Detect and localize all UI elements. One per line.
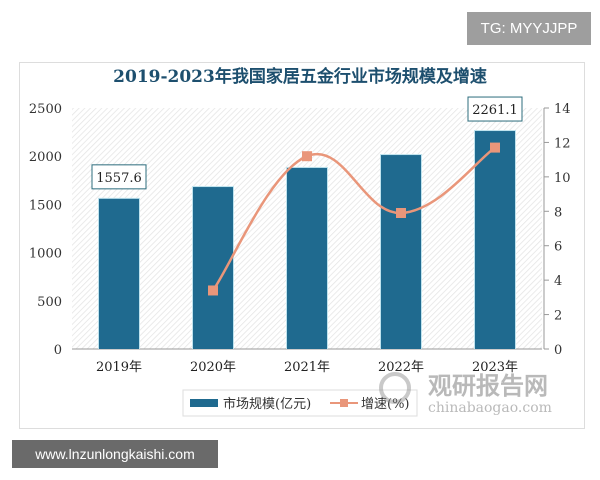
watermark-tg: TG: MYYJJPP [467, 12, 591, 45]
watermark-url: www.lnzunlongkaishi.com [12, 440, 218, 468]
left-tick-label: 2000 [29, 150, 62, 165]
left-tick-label: 1000 [29, 247, 62, 262]
logo-watermark: 观研报告网 chinabaogao.com [379, 371, 552, 416]
right-tick-label: 2 [554, 309, 562, 324]
growth-point [208, 285, 218, 296]
bar [287, 167, 327, 349]
data-label-box [91, 164, 147, 190]
right-tick-label: 4 [554, 274, 562, 289]
data-label: 1557.6 [96, 171, 142, 186]
legend-bar-swatch [190, 399, 218, 407]
legend: 市场规模(亿元) 增速(%) [182, 389, 418, 417]
growth-point [490, 142, 500, 153]
chart-title: 2019-2023年我国家居五金行业市场规模及增速 [113, 66, 487, 87]
left-tick-label: 0 [54, 343, 62, 358]
legend-line-marker [340, 399, 348, 407]
right-tick-label: 10 [554, 171, 571, 186]
right-tick-label: 8 [554, 205, 562, 220]
right-tick-label: 14 [554, 102, 571, 117]
right-tick-label: 0 [554, 343, 562, 358]
x-tick-label: 2020年 [190, 360, 236, 375]
svg-text:chinabaogao.com: chinabaogao.com [428, 400, 552, 416]
growth-point [396, 208, 406, 219]
x-tick-label: 2021年 [284, 360, 330, 375]
growth-point [302, 151, 312, 162]
right-tick-label: 6 [554, 240, 562, 255]
bar [99, 198, 139, 349]
legend-line-label: 增速(%) [361, 397, 410, 412]
growth-line [211, 146, 496, 292]
right-tick-label: 12 [554, 136, 571, 151]
data-label-box [467, 96, 523, 122]
x-tick-label: 2019年 [96, 360, 142, 375]
x-tick-label: 2023年 [472, 360, 518, 375]
svg-text:观研报告网: 观研报告网 [428, 371, 548, 400]
left-tick-label: 2500 [29, 102, 62, 117]
data-label: 2261.1 [472, 103, 518, 118]
x-tick-label: 2022年 [378, 360, 424, 375]
legend-bar-label: 市场规模(亿元) [223, 396, 311, 412]
left-tick-label: 500 [37, 295, 62, 310]
bar [475, 131, 515, 349]
bar [381, 155, 421, 349]
left-tick-label: 1500 [29, 198, 62, 213]
